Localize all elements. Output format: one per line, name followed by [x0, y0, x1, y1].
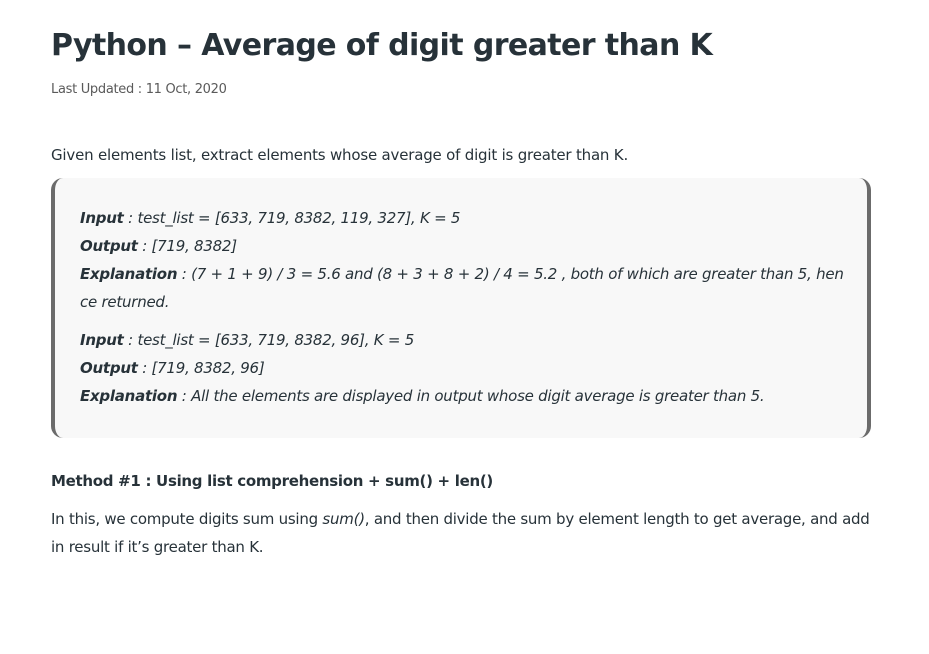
method-description: In this, we compute digits sum using sum… [51, 505, 871, 561]
example-1-input: Input : test_list = [633, 719, 8382, 119… [80, 204, 843, 232]
example-gap [80, 316, 843, 326]
example-1-explanation: Explanation : (7 + 1 + 9) / 3 = 5.6 and … [80, 260, 850, 316]
explanation-value: : (7 + 1 + 9) / 3 = 5.6 and (8 + 3 + 8 +… [80, 265, 844, 311]
intro-paragraph: Given elements list, extract elements wh… [51, 146, 629, 164]
input-value: : test_list = [633, 719, 8382, 119, 327]… [123, 209, 461, 227]
output-value: : [719, 8382] [137, 237, 237, 255]
example-2-explanation: Explanation : All the elements are displ… [80, 382, 843, 410]
example-1-output: Output : [719, 8382] [80, 232, 843, 260]
example-2-output: Output : [719, 8382, 96] [80, 354, 843, 382]
method-desc-text: In this, we compute digits sum using [51, 510, 323, 528]
explanation-value: : All the elements are displayed in outp… [177, 387, 765, 405]
input-label: Input [80, 331, 124, 349]
method-heading: Method #1 : Using list comprehension + s… [51, 472, 493, 490]
inline-code: sum() [322, 510, 365, 528]
input-label: Input [80, 209, 124, 227]
explanation-label: Explanation [80, 265, 178, 283]
method-desc-text-2: , and then divide the sum by element len… [51, 510, 870, 556]
page-title: Python – Average of digit greater than K [51, 28, 713, 63]
example-box: Input : test_list = [633, 719, 8382, 119… [51, 178, 871, 438]
input-value: : test_list = [633, 719, 8382, 96], K = … [123, 331, 414, 349]
example-2-input: Input : test_list = [633, 719, 8382, 96]… [80, 326, 843, 354]
output-label: Output [80, 359, 138, 377]
last-updated: Last Updated : 11 Oct, 2020 [51, 82, 227, 97]
explanation-label: Explanation [80, 387, 178, 405]
output-value: : [719, 8382, 96] [137, 359, 265, 377]
output-label: Output [80, 237, 138, 255]
